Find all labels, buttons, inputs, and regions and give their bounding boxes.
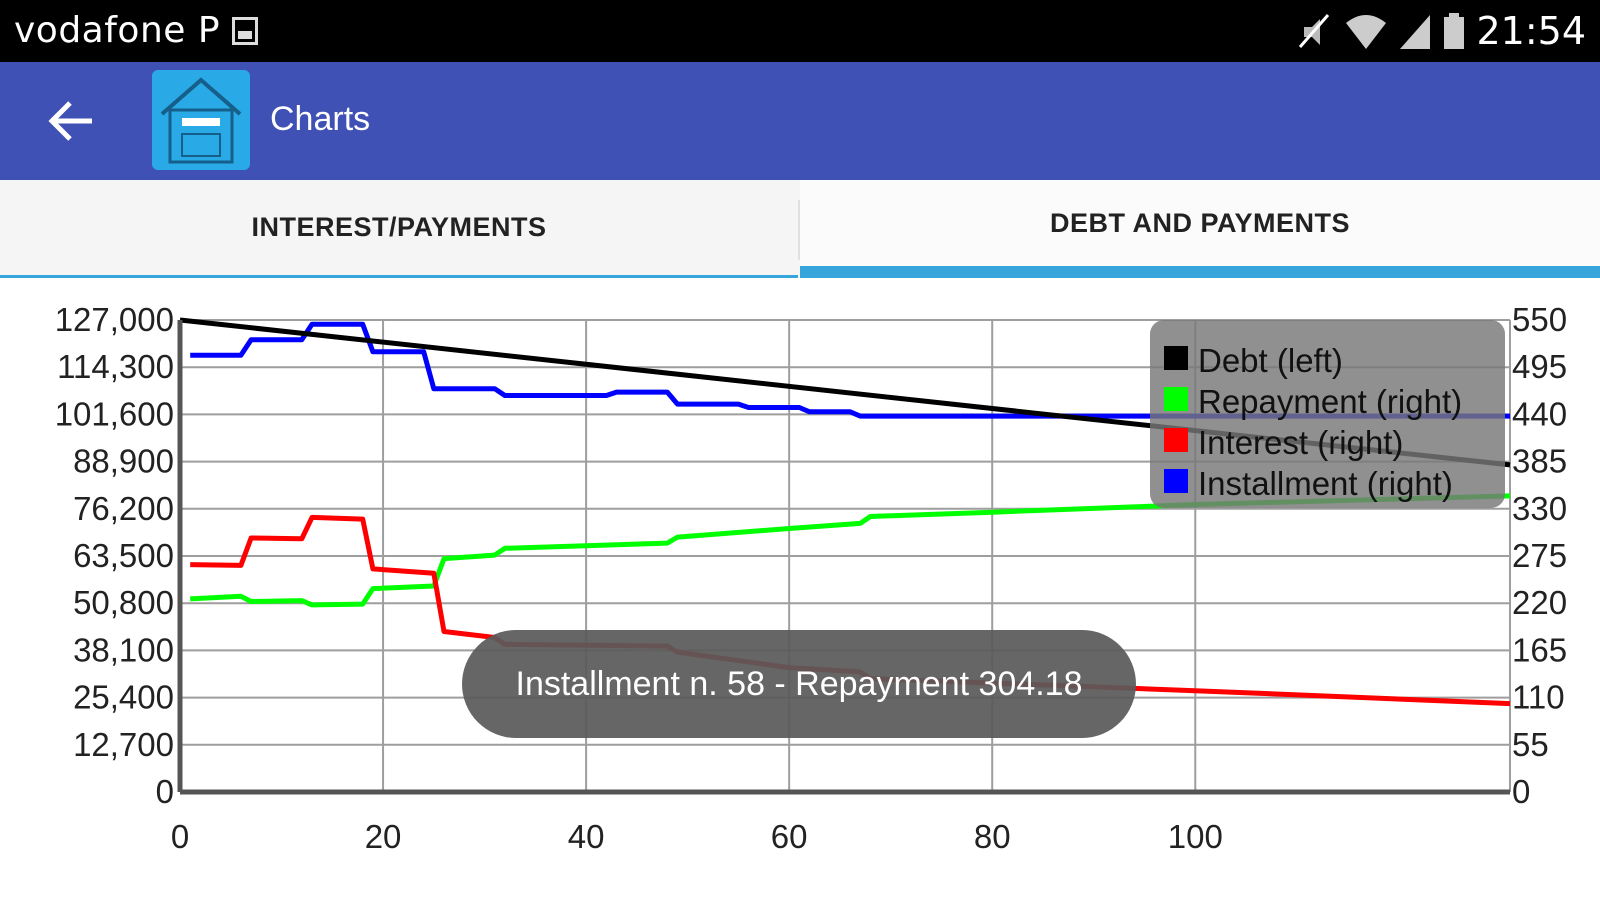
chart-legend: Debt (left) Repayment (right) Interest (ri… [1150,320,1505,508]
y-left-tick-label: 0 [156,773,174,810]
y-right-tick-label: 550 [1512,301,1567,338]
y-left-tick-label: 12,700 [73,726,174,763]
x-tick-label: 80 [974,818,1011,855]
y-right-tick-label: 55 [1512,726,1549,763]
legend-swatch [1164,346,1188,370]
legend-label: Debt (left) [1198,342,1343,379]
house-calculator-icon [152,70,250,170]
battery-icon [1444,13,1465,49]
app-bar: Charts [0,62,1600,180]
debt-payments-chart[interactable]: 0 12,700 25,400 38,100 50,800 63,500 76,200 88,… [0,278,1600,900]
carrier-name: vodafone P [14,10,221,51]
toast-message: Installment n. 58 - Repayment 304.18 [462,630,1136,738]
legend-box [1150,320,1505,508]
y-left-tick-label: 88,900 [73,443,174,480]
y-right-tick-label: 165 [1512,631,1567,668]
tab-bar: INTEREST/PAYMENTS DEBT AND PAYMENTS [0,180,1600,278]
tab-divider [798,200,800,260]
page-title: Charts [270,100,371,138]
y-right-tick-label: 495 [1512,348,1567,385]
wifi-icon [1346,15,1387,49]
arrow-left-icon [48,101,92,141]
y-left-tick-label: 127,000 [55,301,174,338]
x-tick-label: 100 [1168,818,1223,855]
y-right-tick-label: 330 [1512,490,1567,527]
status-bar: vodafone P 21:54 [0,0,1600,62]
chart-axes [177,320,1510,795]
series-line-1 [190,493,1511,608]
legend-swatch [1164,469,1188,493]
x-tick-label: 0 [171,818,189,855]
y-right-tick-label: 440 [1512,395,1567,432]
y-right-tick-label: 385 [1512,443,1567,480]
y-right-tick-label: 275 [1512,537,1567,574]
signal-icon [1400,15,1431,49]
x-tick-label: 60 [771,818,808,855]
x-tick-label: 20 [365,818,402,855]
y-left-tick-label: 114,300 [57,348,174,385]
y-left-tick-label: 25,400 [73,679,174,716]
y-right-tick-label: 220 [1512,584,1567,621]
image-icon [232,17,258,45]
clock: 21:54 [1476,9,1586,53]
mute-icon [1299,14,1330,48]
chart-ticks: 0 12,700 25,400 38,100 50,800 63,500 76,200 88,… [55,301,1567,855]
status-icons: 21:54 [1294,8,1586,54]
y-left-tick-label: 76,200 [73,490,174,527]
x-tick-label: 40 [568,818,605,855]
legend-label: Interest (right) [1198,424,1403,461]
y-left-tick-label: 50,800 [73,584,174,621]
legend-swatch [1164,387,1188,411]
legend-label: Repayment (right) [1198,383,1462,420]
y-right-tick-label: 0 [1512,773,1530,810]
legend-label: Installment (right) [1198,465,1453,502]
y-left-tick-label: 63,500 [73,537,174,574]
y-left-tick-label: 38,100 [73,631,174,668]
tab-debt-and-payments[interactable]: DEBT AND PAYMENTS [800,180,1600,278]
y-left-tick-label: 101,600 [55,395,174,432]
legend-swatch [1164,428,1188,452]
y-right-tick-label: 110 [1512,679,1565,716]
back-button[interactable] [44,96,100,146]
tab-interest-payments[interactable]: INTEREST/PAYMENTS [0,180,798,278]
